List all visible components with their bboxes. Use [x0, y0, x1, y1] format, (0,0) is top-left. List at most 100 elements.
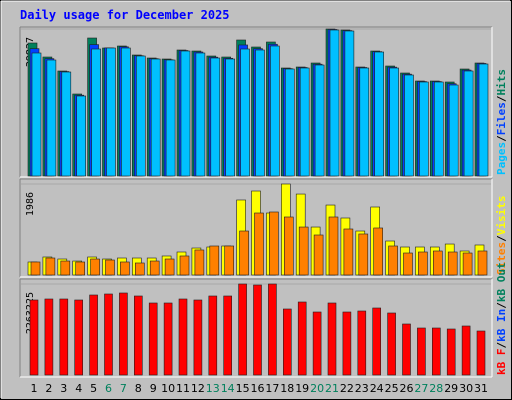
bar	[357, 310, 367, 376]
bar	[448, 84, 459, 177]
bar	[329, 29, 340, 177]
bar	[180, 50, 191, 177]
bar	[135, 262, 145, 276]
bar	[477, 250, 488, 276]
bar	[372, 307, 382, 376]
bar	[90, 258, 100, 276]
bar	[461, 325, 471, 376]
bar	[358, 233, 369, 276]
bar	[314, 64, 325, 177]
bar	[373, 227, 384, 276]
bar	[120, 261, 130, 276]
bar	[148, 302, 158, 376]
legend-entry: Visits	[495, 196, 508, 236]
bar	[282, 308, 292, 376]
x-tick-label: 8	[135, 382, 142, 395]
bar	[463, 70, 474, 177]
x-tick-label: 25	[385, 382, 399, 395]
x-tick-label: 24	[370, 382, 384, 395]
legend-entry: kB In	[495, 309, 508, 342]
x-tick-label: 9	[150, 382, 157, 395]
bar	[45, 257, 56, 276]
bar	[30, 261, 41, 276]
bar	[210, 57, 221, 177]
legend-entry: Hits	[495, 69, 508, 96]
legend-separator: /	[495, 342, 508, 349]
bar	[418, 251, 428, 276]
bar	[387, 312, 396, 376]
bar	[149, 260, 160, 276]
bar	[75, 261, 85, 276]
bar	[119, 292, 128, 376]
bar	[46, 59, 57, 177]
bar	[194, 249, 205, 276]
x-tick-label: 5	[90, 382, 97, 395]
bar	[327, 302, 337, 376]
bar	[299, 67, 310, 177]
bar	[60, 260, 71, 276]
bar	[404, 74, 414, 177]
bar	[195, 52, 206, 177]
bar	[150, 58, 161, 177]
legend: Sites/Visits	[495, 196, 508, 276]
bar	[178, 298, 188, 376]
bar	[208, 295, 218, 376]
x-tick-label: 29	[444, 382, 458, 395]
bar	[402, 323, 411, 376]
legend-separator: /	[495, 135, 508, 142]
bar	[283, 216, 294, 276]
legend-entry: kB Out	[495, 262, 508, 302]
legend-separator: /	[495, 95, 508, 102]
bar	[374, 51, 385, 177]
bar	[313, 234, 324, 276]
bar	[342, 311, 352, 376]
bar	[343, 228, 354, 276]
bar	[432, 250, 443, 276]
chart-title: Daily usage for December 2025	[20, 8, 230, 22]
x-tick-label: 2	[45, 382, 52, 395]
bar	[76, 95, 86, 177]
bar	[104, 293, 113, 376]
legend-entry: kB F	[495, 349, 508, 376]
bar	[121, 47, 131, 177]
legend-entry: Files	[495, 102, 508, 135]
bar	[446, 328, 456, 376]
bar	[89, 294, 98, 376]
x-tick-label: 21	[325, 382, 339, 395]
bar	[389, 67, 399, 177]
x-tick-label: 17	[265, 382, 279, 395]
bar	[134, 295, 143, 376]
bar	[59, 298, 69, 376]
x-tick-label: 28	[429, 382, 443, 395]
bar	[223, 295, 232, 376]
bar	[478, 63, 489, 177]
x-tick-label: 15	[236, 382, 250, 395]
bar	[268, 283, 277, 376]
bar	[312, 311, 322, 376]
bar	[224, 245, 234, 276]
x-tick-label: 10	[161, 382, 175, 395]
bar	[239, 230, 249, 276]
bar	[431, 327, 441, 376]
bar	[359, 67, 370, 177]
bar	[165, 59, 176, 177]
legend-separator: /	[495, 235, 508, 242]
x-tick-label: 18	[280, 382, 294, 395]
bar	[462, 252, 473, 276]
bar	[225, 58, 235, 177]
bar	[29, 299, 39, 376]
bar	[476, 330, 486, 376]
x-tick-label: 4	[75, 382, 82, 395]
bar	[433, 81, 444, 177]
bar	[419, 81, 429, 177]
bar	[179, 255, 190, 276]
bar	[106, 47, 116, 177]
x-tick-label: 7	[120, 382, 127, 395]
x-tick-label: 31	[474, 382, 488, 395]
x-tick-label: 23	[355, 382, 369, 395]
bar	[255, 49, 265, 177]
bar	[164, 258, 175, 276]
bar	[270, 45, 280, 177]
bar	[269, 211, 279, 276]
